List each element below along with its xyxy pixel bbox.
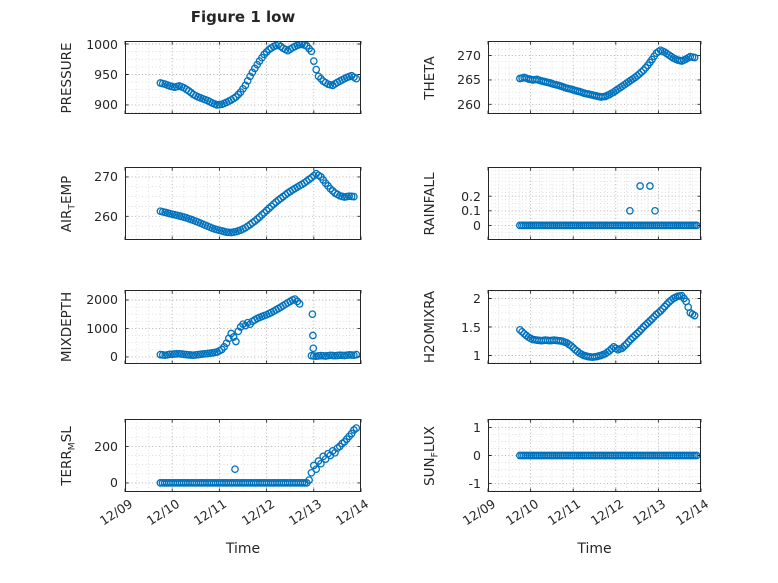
subplot-h2omixra: H2OMIXRA 1 1.5 2 bbox=[422, 290, 702, 364]
plot-area bbox=[124, 41, 362, 114]
x-tick-label: 12/11 bbox=[191, 496, 230, 529]
x-tick-label: 12/13 bbox=[285, 496, 324, 529]
x-tick-label: 12/10 bbox=[143, 496, 183, 529]
y-tick-label: -1 bbox=[468, 476, 481, 492]
y-tick-label: 260 bbox=[94, 208, 118, 224]
subplot-sunflux: SUNFLUX -1 0 1 12/09 12/10 12/11 12/12 12/13 12/… bbox=[422, 419, 711, 528]
y-tick-label: 1.5 bbox=[461, 319, 481, 335]
y-tick-label: 0.1 bbox=[461, 203, 481, 219]
y-tick-label: 2000 bbox=[86, 292, 118, 308]
y-tick-label: 265 bbox=[457, 72, 481, 88]
subplot-airtemp: AIRTEMP 260 270 bbox=[59, 167, 362, 240]
subplot-pressure: PRESSURE 900 950 1000 bbox=[59, 37, 362, 114]
y-tick-label: 0.2 bbox=[461, 188, 481, 204]
y-tick-label: 0 bbox=[110, 475, 118, 491]
x-axis-label-right: Time bbox=[577, 541, 612, 557]
x-axis-label-left: Time bbox=[225, 541, 261, 557]
y-tick-label: 260 bbox=[457, 96, 481, 112]
figure-title: Figure 1 low bbox=[190, 8, 296, 26]
y-tick-label: 270 bbox=[94, 169, 118, 185]
y-tick-label: 0 bbox=[473, 448, 481, 463]
y-tick-label: 1 bbox=[473, 419, 481, 435]
subplot-theta: THETA 260 265 270 bbox=[422, 41, 702, 114]
y-tick-label: 270 bbox=[457, 48, 481, 64]
y-tick-label: 1000 bbox=[86, 36, 118, 52]
x-tick-label: 12/12 bbox=[238, 496, 277, 529]
x-tick-label: 12/14 bbox=[332, 496, 372, 529]
y-tick-label: 0 bbox=[110, 349, 118, 365]
plot-area bbox=[124, 290, 362, 364]
subplot-mixdepth: MIXDEPTH 0 1000 2000 bbox=[59, 290, 362, 364]
x-tick-label: 12/09 bbox=[96, 496, 136, 529]
y-tick-label: 0 bbox=[473, 217, 481, 233]
y-tick-label: 200 bbox=[94, 438, 118, 454]
y-tick-label: 950 bbox=[94, 66, 118, 82]
y-tick-label: 1 bbox=[473, 347, 481, 363]
plot-area bbox=[487, 290, 702, 364]
plot-area bbox=[487, 419, 702, 492]
subplot-rainfall: RAINFALL 0 0.1 0.2 bbox=[422, 167, 702, 240]
plot-area bbox=[124, 419, 362, 492]
plot-area bbox=[487, 167, 702, 240]
plot-area bbox=[124, 167, 362, 240]
plot-area bbox=[487, 41, 702, 114]
y-tick-label: 1000 bbox=[86, 320, 118, 336]
y-tick-label: 900 bbox=[94, 97, 118, 113]
y-tick-label: 2 bbox=[473, 291, 481, 307]
subplot-terrmsl: TERRMSL 0 200 12/09 12/10 12/11 12/12 12/13 12/… bbox=[59, 419, 371, 528]
